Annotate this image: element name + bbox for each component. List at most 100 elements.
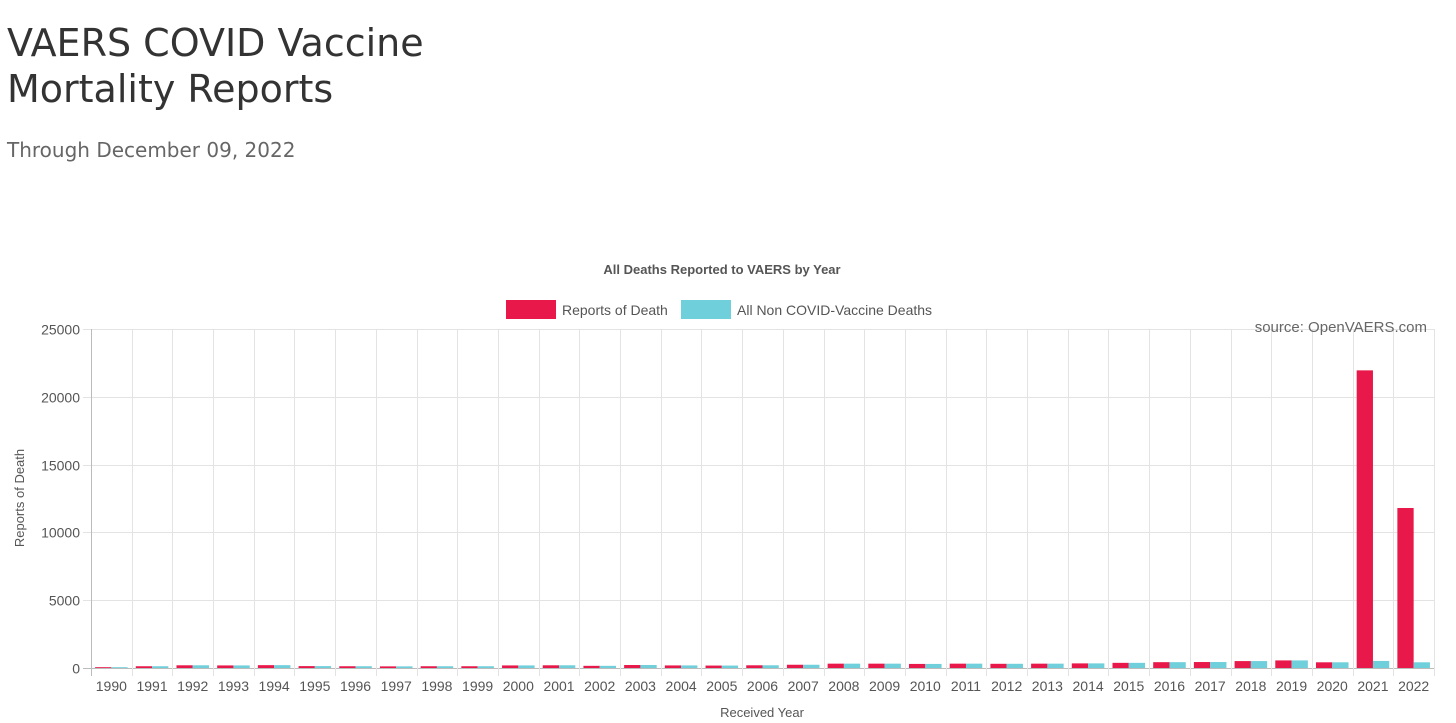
chart-axes: 0 5000 10000 15000 20000 25000 1990 1991 1992 199… [41, 322, 1429, 695]
y-tick-label: 5000 [49, 593, 80, 609]
bar-reports-of-death-2008[interactable] [827, 663, 844, 668]
x-tick-label: 1993 [218, 678, 249, 694]
bar-non-covid-deaths-2018[interactable] [1250, 661, 1268, 668]
bar-non-covid-deaths-2008[interactable] [843, 663, 861, 668]
bar-non-covid-deaths-2021[interactable] [1372, 660, 1390, 668]
bar-non-covid-deaths-1991[interactable] [152, 666, 169, 668]
x-tick-label: 2017 [1195, 678, 1226, 694]
bar-non-covid-deaths-2000[interactable] [518, 665, 535, 668]
bar-non-covid-deaths-2007[interactable] [803, 664, 820, 668]
bar-non-covid-deaths-2016[interactable] [1169, 662, 1186, 668]
x-tick-label: 2015 [1113, 678, 1144, 694]
x-tick-label: 1994 [259, 678, 290, 694]
bar-reports-of-death-2013[interactable] [1031, 663, 1048, 668]
legend-label-reports-of-death[interactable]: Reports of Death [562, 302, 668, 318]
chart-bars [95, 370, 1430, 668]
bar-reports-of-death-1992[interactable] [176, 665, 193, 668]
bar-reports-of-death-2004[interactable] [664, 665, 682, 668]
y-tick-label: 10000 [41, 525, 80, 541]
x-tick-label: 1991 [136, 678, 167, 694]
bar-reports-of-death-1995[interactable] [298, 666, 315, 668]
bar-reports-of-death-1990[interactable] [95, 667, 112, 668]
bar-non-covid-deaths-1994[interactable] [274, 665, 291, 668]
bar-non-covid-deaths-2001[interactable] [559, 665, 576, 668]
x-tick-label: 2011 [951, 678, 981, 694]
y-axis-label: Reports of Death [12, 449, 27, 547]
bar-reports-of-death-2001[interactable] [542, 665, 560, 668]
legend-swatch-non-covid-deaths[interactable] [681, 300, 731, 319]
bar-reports-of-death-1991[interactable] [135, 666, 153, 668]
bar-non-covid-deaths-2005[interactable] [721, 665, 739, 668]
bar-non-covid-deaths-1996[interactable] [355, 666, 372, 668]
bar-reports-of-death-2021[interactable] [1356, 370, 1373, 668]
bar-reports-of-death-2010[interactable] [909, 663, 926, 668]
bar-reports-of-death-2018[interactable] [1234, 661, 1251, 668]
legend-label-non-covid-deaths[interactable]: All Non COVID-Vaccine Deaths [737, 302, 932, 318]
bar-non-covid-deaths-1999[interactable] [477, 666, 494, 668]
bar-non-covid-deaths-2009[interactable] [884, 663, 901, 668]
y-tick-label: 25000 [41, 322, 80, 338]
bar-reports-of-death-2016[interactable] [1153, 662, 1170, 668]
x-tick-label: 1998 [421, 678, 452, 694]
bar-reports-of-death-2017[interactable] [1193, 662, 1211, 668]
page-subtitle: Through December 09, 2022 [7, 138, 296, 162]
bar-reports-of-death-2000[interactable] [502, 665, 519, 668]
x-tick-label: 2003 [625, 678, 656, 694]
bar-reports-of-death-2011[interactable] [949, 663, 966, 668]
bar-non-covid-deaths-2019[interactable] [1291, 660, 1308, 668]
bar-non-covid-deaths-2015[interactable] [1128, 662, 1146, 668]
bar-non-covid-deaths-2003[interactable] [640, 665, 657, 668]
bar-reports-of-death-2002[interactable] [583, 665, 600, 668]
bar-reports-of-death-2005[interactable] [705, 665, 722, 668]
bar-non-covid-deaths-1993[interactable] [233, 665, 250, 668]
bar-non-covid-deaths-1995[interactable] [314, 666, 332, 668]
bar-non-covid-deaths-2013[interactable] [1047, 663, 1064, 668]
bar-reports-of-death-1994[interactable] [257, 665, 275, 668]
bar-non-covid-deaths-1990[interactable] [111, 667, 128, 668]
bar-non-covid-deaths-2017[interactable] [1210, 662, 1227, 668]
bar-reports-of-death-1996[interactable] [339, 666, 356, 668]
bar-non-covid-deaths-2002[interactable] [599, 665, 616, 668]
bar-reports-of-death-1997[interactable] [379, 666, 397, 668]
chart-grid [83, 329, 1435, 676]
bar-non-covid-deaths-1997[interactable] [396, 666, 413, 668]
bar-reports-of-death-1998[interactable] [420, 666, 437, 668]
bar-reports-of-death-2009[interactable] [868, 663, 885, 668]
bar-non-covid-deaths-2020[interactable] [1332, 662, 1349, 668]
bar-reports-of-death-2014[interactable] [1071, 663, 1089, 668]
x-tick-label: 2022 [1398, 678, 1429, 694]
y-tick-label: 15000 [41, 458, 80, 474]
bar-reports-of-death-2022[interactable] [1397, 507, 1414, 668]
bar-reports-of-death-2012[interactable] [990, 663, 1007, 668]
bar-non-covid-deaths-2012[interactable] [1006, 663, 1023, 668]
bar-non-covid-deaths-2014[interactable] [1088, 663, 1105, 668]
bar-non-covid-deaths-2004[interactable] [681, 665, 698, 668]
bar-non-covid-deaths-1992[interactable] [192, 665, 210, 668]
bar-non-covid-deaths-2010[interactable] [925, 663, 942, 668]
bar-reports-of-death-2019[interactable] [1275, 660, 1292, 668]
bar-reports-of-death-2006[interactable] [746, 665, 763, 668]
x-tick-label: 2006 [747, 678, 778, 694]
bar-non-covid-deaths-1998[interactable] [436, 666, 454, 668]
bar-non-covid-deaths-2011[interactable] [965, 663, 983, 668]
bar-reports-of-death-1993[interactable] [217, 665, 234, 668]
bar-reports-of-death-2003[interactable] [624, 665, 641, 668]
x-tick-label: 1996 [340, 678, 371, 694]
chart-source-note: source: OpenVAERS.com [1255, 319, 1427, 336]
x-tick-label: 2013 [1032, 678, 1063, 694]
bar-reports-of-death-2007[interactable] [786, 664, 804, 668]
x-tick-label: 2019 [1276, 678, 1307, 694]
x-tick-label: 2002 [584, 678, 615, 694]
bar-reports-of-death-1999[interactable] [461, 666, 478, 668]
bar-reports-of-death-2020[interactable] [1315, 662, 1333, 668]
chart-legend[interactable]: Reports of Death All Non COVID-Vaccine D… [506, 300, 932, 319]
x-tick-label: 2004 [666, 678, 697, 694]
x-tick-label: 2007 [788, 678, 819, 694]
bar-reports-of-death-2015[interactable] [1112, 662, 1129, 668]
bar-non-covid-deaths-2022[interactable] [1413, 662, 1430, 668]
x-tick-label: 1990 [96, 678, 127, 694]
x-tick-label: 2000 [503, 678, 534, 694]
legend-swatch-reports-of-death[interactable] [506, 300, 556, 319]
bar-non-covid-deaths-2006[interactable] [762, 665, 779, 668]
